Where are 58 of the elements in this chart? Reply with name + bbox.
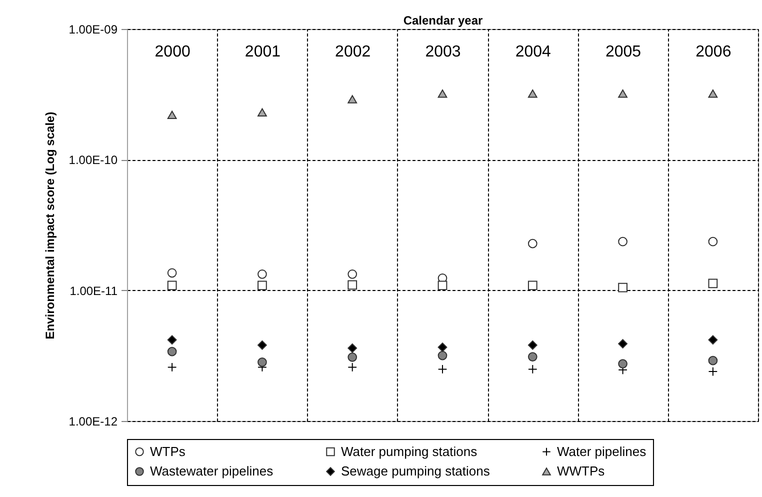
point [438, 280, 448, 290]
point [438, 350, 448, 360]
y-tick-label: 1.00E-09 [68, 22, 118, 36]
point [438, 342, 448, 352]
y-tick-label: 1.00E-11 [70, 284, 118, 298]
point [167, 280, 177, 290]
x-tick-label: 2003 [425, 44, 461, 60]
point [258, 340, 267, 350]
x-tick-label: 2000 [154, 44, 190, 60]
x-tick-label: 2004 [515, 44, 552, 60]
legend-label: Water pumping stations [341, 444, 478, 459]
point [348, 362, 358, 372]
point [438, 90, 448, 98]
point [618, 90, 628, 98]
point [258, 269, 267, 279]
point [348, 269, 358, 279]
point [348, 280, 358, 290]
x-tick-label: 2002 [335, 44, 371, 60]
legend-label: Sewage pumping stations [341, 464, 490, 478]
point [618, 359, 628, 368]
point [258, 357, 267, 367]
point [528, 280, 538, 290]
legend-label: Wastewater pipelines [150, 464, 274, 478]
point [708, 90, 718, 98]
point [348, 343, 358, 353]
x-tick-label: 2001 [244, 44, 281, 60]
point [528, 364, 538, 374]
point [528, 238, 538, 248]
legend-label: WTPs [150, 444, 186, 459]
point [618, 282, 628, 292]
legend-label: Water pipelines [557, 444, 647, 459]
point [708, 356, 718, 366]
point [348, 352, 358, 362]
point [348, 95, 358, 104]
y-tick-label: 1.00E-12 [68, 414, 118, 428]
point [167, 362, 177, 372]
point [708, 335, 718, 345]
x-tick-label: 2006 [696, 44, 732, 60]
point [167, 346, 177, 356]
point [167, 110, 177, 120]
point [258, 108, 267, 117]
point [258, 280, 267, 290]
point [438, 364, 448, 374]
y-tick-label: 1.00E-10 [68, 153, 118, 168]
point [167, 268, 177, 278]
legend-label: WWTPs [557, 464, 606, 478]
point [167, 335, 177, 345]
x-axis-title: Calendar year [403, 14, 484, 28]
point [708, 278, 718, 288]
y-axis-title: Environmental impact score (Log scale) [42, 112, 57, 340]
point [618, 339, 628, 348]
x-tick-label: 2005 [605, 44, 642, 60]
point [618, 236, 628, 246]
point [528, 340, 538, 350]
point [528, 90, 538, 98]
point [528, 352, 538, 362]
point [708, 236, 718, 246]
point [708, 366, 718, 376]
